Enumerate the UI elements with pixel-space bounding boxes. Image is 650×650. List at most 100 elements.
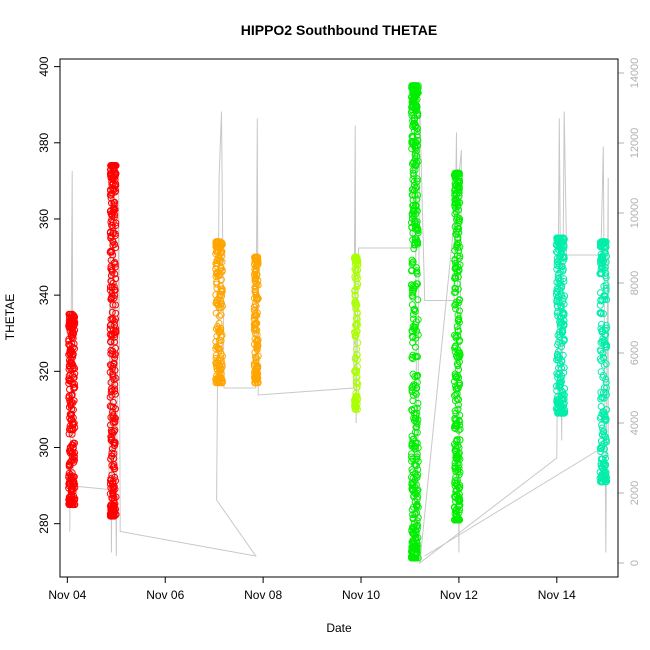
data-point [600, 416, 608, 424]
data-point [352, 302, 360, 310]
data-point [411, 343, 419, 351]
data-point [351, 329, 359, 337]
data-point [109, 208, 117, 216]
data-point [409, 391, 417, 399]
data-point [409, 176, 417, 183]
data-point [597, 448, 605, 455]
data-point [557, 380, 565, 388]
data-point [408, 137, 416, 145]
data-point [553, 278, 561, 286]
data-point [107, 315, 115, 323]
data-point [413, 177, 421, 185]
data-point [253, 331, 261, 339]
data-point [353, 351, 361, 359]
data-point [251, 367, 259, 375]
data-point [454, 405, 462, 413]
data-point [600, 428, 608, 436]
data-point [410, 172, 418, 180]
data-point [353, 383, 361, 391]
data-point [411, 191, 419, 199]
data-point [353, 403, 360, 411]
data-point [455, 444, 463, 452]
data-point [450, 440, 458, 448]
data-point [252, 356, 260, 364]
data-point [455, 493, 463, 501]
data-point [217, 263, 225, 271]
data-point [598, 443, 606, 451]
data-point [108, 462, 116, 470]
data-point [598, 259, 606, 267]
data-point [451, 284, 459, 292]
data-point [109, 279, 117, 287]
chart-title: HIPPO2 Southbound THETAE [241, 22, 438, 38]
data-point [597, 395, 605, 403]
data-point [217, 311, 225, 319]
data-point [453, 385, 460, 393]
data-point [553, 382, 560, 390]
data-point [452, 498, 460, 506]
data-point [598, 320, 605, 328]
data-point [411, 460, 418, 468]
data-point [414, 371, 422, 379]
data-point [597, 445, 604, 453]
data-point [69, 381, 77, 388]
data-point [68, 490, 76, 498]
y-tick-label: 380 [37, 132, 51, 152]
data-point [352, 305, 360, 313]
data-point [70, 452, 78, 460]
data-point [217, 287, 225, 295]
data-point [106, 393, 114, 401]
data-point [408, 256, 416, 264]
data-point [602, 321, 610, 329]
data-point [212, 338, 220, 346]
data-point [455, 225, 463, 233]
data-point [408, 266, 416, 274]
data-point [112, 414, 119, 422]
data-point [456, 215, 464, 223]
data-point [451, 223, 459, 230]
data-point [600, 310, 607, 318]
data-point [214, 376, 222, 384]
data-point [456, 336, 464, 344]
data-point [109, 491, 117, 499]
data-point [408, 301, 416, 309]
series-flight-1a [65, 310, 79, 509]
data-point [408, 388, 416, 396]
data-point [108, 387, 116, 394]
data-point [252, 319, 259, 327]
data-point [560, 300, 568, 308]
data-point [65, 469, 73, 477]
data-point [451, 479, 459, 487]
data-point [111, 415, 119, 423]
data-point [213, 280, 221, 288]
data-point [410, 306, 418, 314]
data-point [67, 331, 75, 339]
data-point [413, 91, 421, 99]
data-point [554, 348, 562, 356]
data-point [451, 272, 459, 280]
data-point [65, 362, 73, 370]
data-point [411, 144, 419, 152]
data-point [599, 455, 606, 463]
data-point [600, 413, 608, 421]
data-point [554, 331, 562, 339]
data-point [451, 274, 459, 282]
y-tick-label: 280 [37, 513, 51, 533]
data-point [558, 358, 566, 366]
series-flight-1b [106, 162, 120, 520]
right-tick-label: 10000 [629, 198, 641, 229]
data-point [602, 461, 610, 469]
data-point [112, 244, 120, 252]
data-point [601, 292, 609, 300]
data-point [111, 198, 119, 206]
data-point [553, 370, 561, 378]
data-point [452, 382, 459, 390]
data-point [409, 547, 417, 554]
data-point [413, 409, 421, 417]
data-point [556, 242, 564, 250]
data-point [252, 337, 260, 345]
data-point [410, 435, 418, 443]
series-flight-5b [596, 238, 611, 486]
data-point [69, 449, 77, 456]
data-point [253, 262, 261, 270]
